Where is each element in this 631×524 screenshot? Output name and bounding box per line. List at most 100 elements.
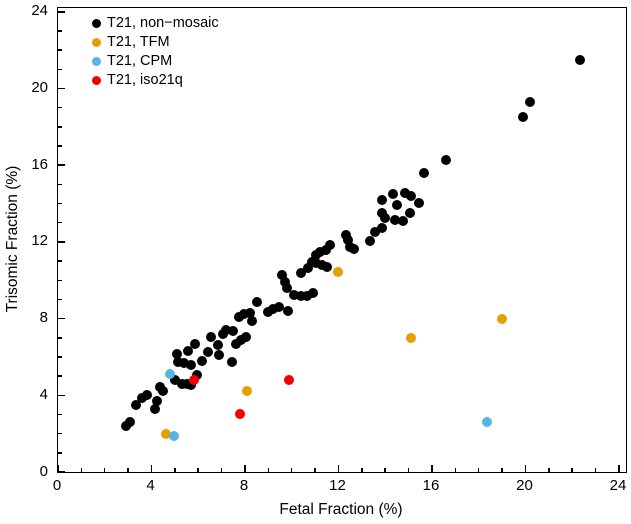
data-point-series-1 xyxy=(160,428,171,439)
data-point-series-0 xyxy=(277,270,288,281)
data-point-series-0 xyxy=(196,355,207,366)
y-tick-label: 8 xyxy=(39,309,48,327)
data-point-series-0 xyxy=(120,420,131,431)
x-axis-tick xyxy=(127,468,129,472)
data-point-series-1 xyxy=(497,313,508,324)
y-axis-tick xyxy=(58,413,62,416)
y-axis-tick xyxy=(58,452,62,454)
data-point-series-0 xyxy=(238,308,249,319)
legend-marker-icon xyxy=(92,19,101,28)
data-point-series-0 xyxy=(418,167,429,178)
y-axis-tick xyxy=(58,145,62,147)
data-point-series-0 xyxy=(152,396,163,407)
y-axis-tick xyxy=(58,471,65,473)
data-point-series-0 xyxy=(303,262,314,273)
data-point-series-0 xyxy=(150,403,160,414)
y-axis-tick xyxy=(58,394,65,397)
x-axis-tick xyxy=(548,468,550,472)
data-point-series-0 xyxy=(301,290,312,301)
data-point-series-2 xyxy=(168,430,179,441)
legend-entry-0: T21, non−mosaic xyxy=(92,14,219,33)
data-point-series-0 xyxy=(289,289,300,300)
x-axis-tick xyxy=(80,468,83,472)
y-tick-label: 20 xyxy=(31,79,48,97)
x-axis-tick xyxy=(220,468,223,472)
x-axis-tick xyxy=(244,465,246,472)
data-point-series-0 xyxy=(518,112,529,123)
x-axis-tick xyxy=(314,468,316,472)
data-point-series-0 xyxy=(202,347,213,358)
data-point-series-0 xyxy=(227,356,238,367)
x-axis-tick xyxy=(524,465,527,472)
data-point-series-0 xyxy=(125,417,136,428)
x-axis-tick xyxy=(594,468,597,472)
data-point-series-0 xyxy=(320,244,331,255)
y-axis-tick xyxy=(58,68,62,71)
data-point-series-0 xyxy=(376,223,387,234)
data-point-series-3 xyxy=(235,409,246,420)
legend-entry-3: T21, iso21q xyxy=(92,71,219,90)
x-axis-tick xyxy=(501,468,503,472)
x-axis-tick xyxy=(384,468,386,472)
y-axis-tick xyxy=(58,337,62,339)
data-point-series-2 xyxy=(481,417,492,428)
data-point-series-0 xyxy=(405,190,416,201)
y-axis-tick xyxy=(58,356,62,358)
data-point-series-0 xyxy=(314,246,325,257)
data-point-series-0 xyxy=(389,214,400,225)
data-point-series-0 xyxy=(230,338,241,349)
legend-label: T21, CPM xyxy=(107,53,173,69)
data-point-series-0 xyxy=(342,235,353,245)
y-tick-label: 24 xyxy=(31,2,48,20)
data-point-series-0 xyxy=(228,326,239,337)
y-axis-tick xyxy=(58,279,62,281)
x-axis-tick xyxy=(267,468,270,472)
y-axis-tick xyxy=(58,106,62,109)
data-point-series-0 xyxy=(388,188,399,199)
data-point-series-0 xyxy=(172,349,183,360)
data-point-series-0 xyxy=(380,212,391,223)
y-tick-label: 0 xyxy=(39,462,48,480)
y-axis-tick xyxy=(58,87,65,90)
data-point-series-0 xyxy=(279,277,290,288)
data-point-series-0 xyxy=(369,227,380,238)
y-tick-label: 16 xyxy=(31,155,48,173)
data-point-series-0 xyxy=(192,370,203,381)
y-axis-tick xyxy=(58,11,65,13)
x-axis-tick xyxy=(197,468,199,472)
data-point-series-0 xyxy=(247,316,257,327)
data-point-series-3 xyxy=(188,374,199,385)
legend-entry-2: T21, CPM xyxy=(92,52,219,71)
x-axis-tick xyxy=(57,465,59,472)
data-point-series-0 xyxy=(221,325,232,336)
x-axis-tick xyxy=(103,468,106,472)
x-tick-label: 24 xyxy=(609,477,627,494)
x-axis-tick xyxy=(618,465,620,472)
data-point-series-0 xyxy=(244,307,255,318)
data-point-series-0 xyxy=(273,302,284,313)
data-point-series-0 xyxy=(575,54,586,65)
data-point-series-0 xyxy=(311,258,322,268)
data-point-series-0 xyxy=(131,399,142,410)
data-point-series-0 xyxy=(307,287,318,298)
legend-label: T21, iso21q xyxy=(107,72,183,88)
y-axis-tick xyxy=(58,375,62,377)
legend-marker-icon xyxy=(92,76,101,85)
data-point-series-0 xyxy=(214,350,225,361)
legend-label: T21, non−mosaic xyxy=(107,15,219,31)
y-axis-tick xyxy=(58,298,62,301)
plot-area: T21, non−mosaic T21, TFM T21, CPM T21, iso2… xyxy=(57,7,627,473)
y-axis-tick xyxy=(58,164,65,166)
x-axis-tick xyxy=(337,465,340,472)
data-point-series-0 xyxy=(365,235,376,246)
x-axis-tick xyxy=(174,468,176,472)
legend-marker-icon xyxy=(92,38,101,47)
data-point-series-2 xyxy=(165,369,176,380)
y-axis-tick xyxy=(58,30,62,32)
data-point-series-0 xyxy=(186,359,197,370)
data-point-series-0 xyxy=(376,194,387,205)
x-axis-tick xyxy=(290,468,293,472)
legend-entry-1: T21, TFM xyxy=(92,33,219,52)
y-axis-tick xyxy=(58,241,65,243)
